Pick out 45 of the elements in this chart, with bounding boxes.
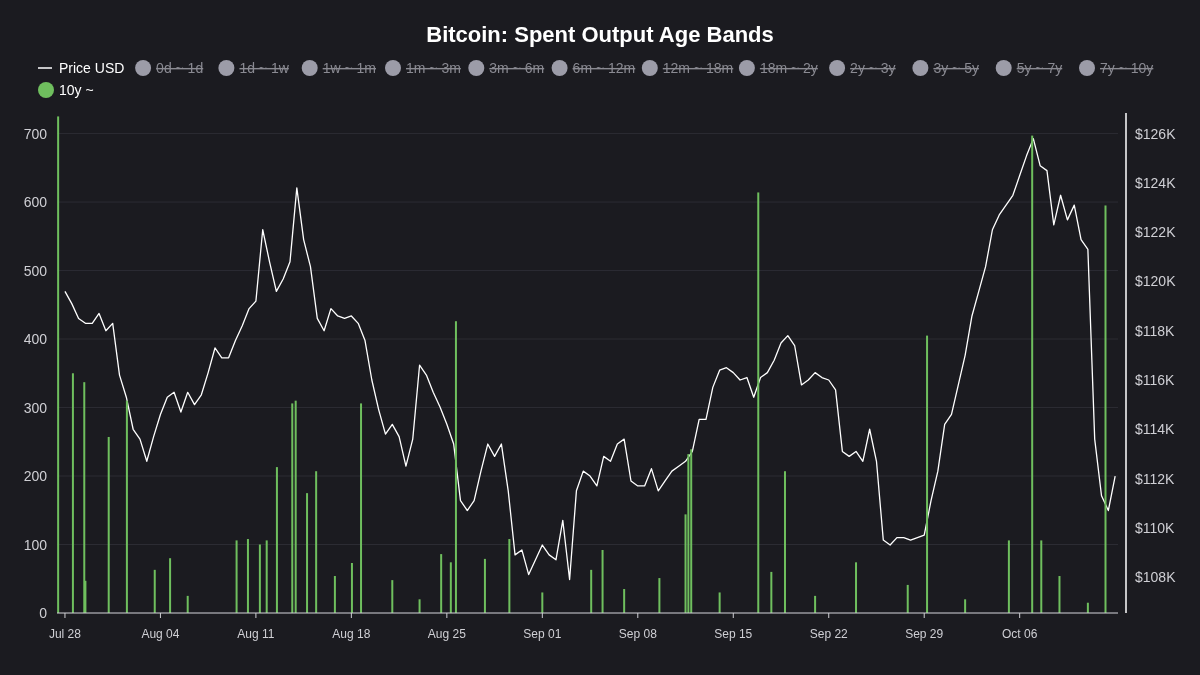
x-tick-label: Aug 25 — [427, 627, 467, 641]
y2-tick-label: $110K — [1135, 519, 1176, 536]
y-tick-label: 400 — [23, 331, 48, 348]
y2-tick-label: $118K — [1135, 322, 1176, 339]
y2-tick-label: $108K — [1135, 569, 1177, 586]
x-tick-label: Sep 01 — [523, 627, 562, 641]
y2-tick-label: $124K — [1135, 174, 1177, 191]
legend-label: 6m ~ 12m — [572, 60, 636, 76]
x-tick-label: Sep 29 — [905, 627, 944, 641]
legend-label: 12m ~ 18m — [662, 60, 734, 76]
legend-label: Price USD — [59, 60, 125, 76]
y-tick-label: 700 — [23, 125, 48, 142]
y2-tick-label: $126K — [1135, 125, 1177, 142]
line-series — [64, 137, 1116, 581]
y-tick-label: 500 — [23, 262, 48, 279]
legend-label: 18m ~ 2y — [759, 60, 818, 76]
y2-tick-label: $114K — [1135, 421, 1176, 438]
legend-label: 5y ~ 7y — [1016, 60, 1063, 76]
y2-tick-label: $116K — [1135, 372, 1176, 388]
y-tick-label: 600 — [23, 194, 48, 211]
legend-label: 1w ~ 1m — [322, 60, 377, 76]
x-tick-label: Oct 06 — [1002, 627, 1038, 641]
y-tick-label: 0 — [39, 605, 48, 621]
y-tick-label: 200 — [23, 468, 48, 485]
legend-label: 3y ~ 5y — [933, 60, 979, 76]
legend-label: 3m ~ 6m — [489, 60, 545, 76]
y-tick-label: 100 — [23, 536, 48, 553]
y2-tick-label: $122K — [1135, 224, 1177, 241]
x-tick-label: Aug 11 — [237, 627, 275, 641]
x-tick-label: Jul 28 — [48, 627, 82, 641]
x-tick-label: Sep 08 — [618, 627, 658, 641]
y-tick-label: 300 — [23, 399, 48, 416]
x-tick-label: Aug 04 — [141, 627, 180, 641]
y2-tick-label: $112K — [1135, 470, 1176, 487]
legend-label: 10y ~ — [59, 82, 94, 98]
y2-tick-label: $120K — [1135, 273, 1177, 290]
legend-label: 2y ~ 3y — [850, 60, 896, 76]
legend-label: 1m ~ 3m — [406, 60, 461, 76]
x-tick-label: Sep 15 — [714, 627, 753, 641]
x-tick-label: Sep 22 — [809, 627, 849, 641]
legend-label: 7y ~ 10y — [1100, 60, 1154, 76]
legend-label: 0d ~ 1d — [156, 60, 204, 76]
x-tick-label: Aug 18 — [332, 627, 371, 641]
chart-title: Bitcoin: Spent Output Age Bands — [426, 22, 774, 47]
legend-label: 1d ~ 1w — [239, 60, 290, 76]
